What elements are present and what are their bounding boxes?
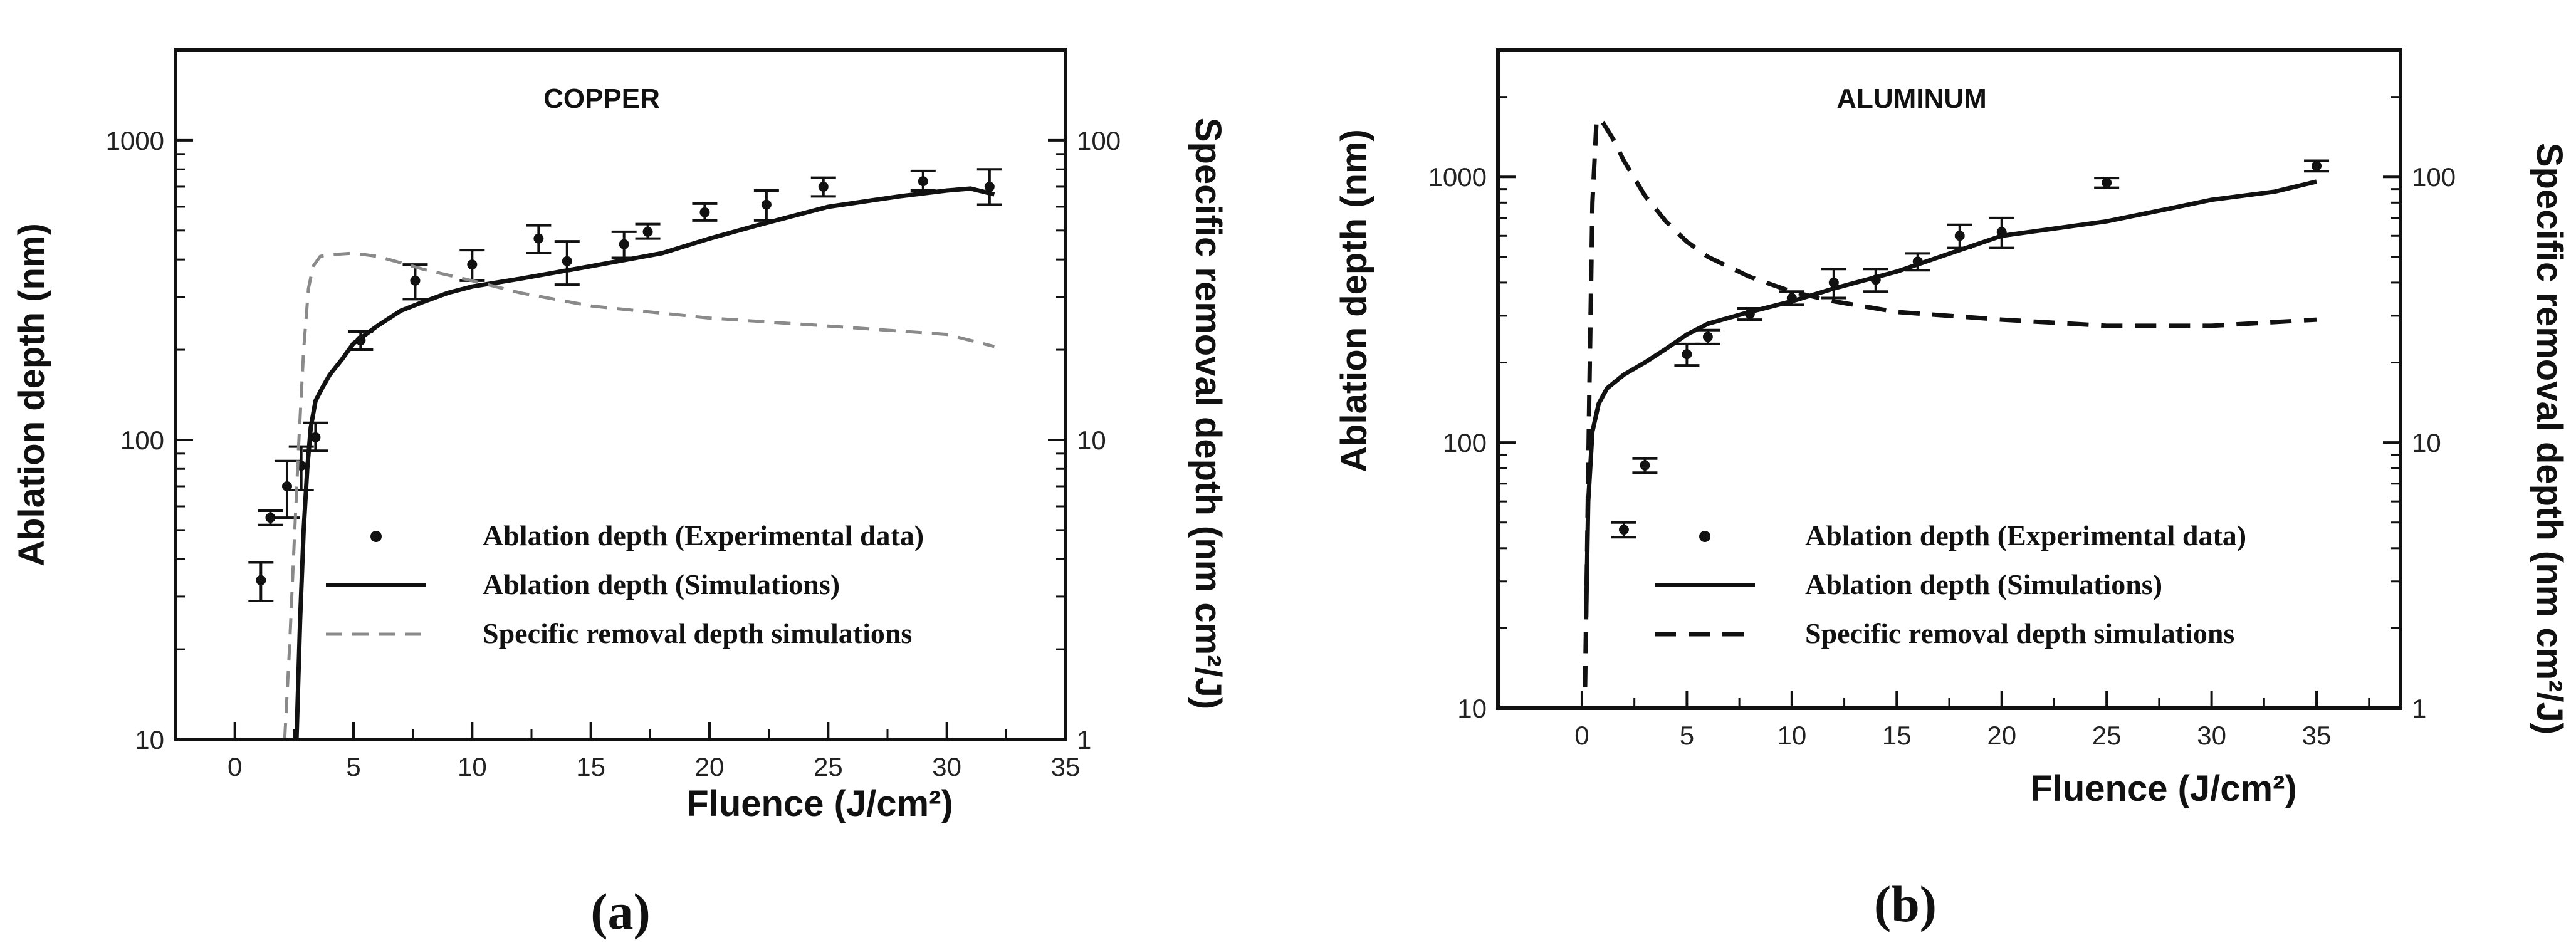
copper-y-left-tick-label: 1000 [106,126,164,155]
aluminum-data-point [1618,525,1629,535]
aluminum-specific-removal-line [1583,117,2317,687]
aluminum-x-tick-label: 30 [2197,721,2226,750]
copper-y-right-tick-label: 10 [1077,426,1106,455]
copper-chart-panel: 0 5 10 15 20 25 30 35 10 100 1000 1 10 100 Ablation de… [11,48,1228,940]
copper-plot-frame [174,48,1067,741]
aluminum-plot-frame [1496,48,2402,710]
copper-y-right-tick-label: 1 [1077,725,1091,754]
copper-x-axis-title: Fluence (J/cm²) [686,783,953,824]
copper-ablation-sim-line [294,186,995,740]
copper-data-point [562,256,572,266]
aluminum-x-axis-title: Fluence (J/cm²) [2030,768,2296,809]
aluminum-y-left-tick-label: 1000 [1428,162,1487,192]
aluminum-y-left-tick-label: 100 [1443,428,1487,457]
aluminum-legend-dot-symbol [1699,531,1710,542]
copper-x-tick-label: 15 [576,752,605,781]
aluminum-x-tick-label: 20 [1987,721,2016,750]
copper-legend-label: Specific removal depth simulations [483,617,912,649]
copper-legend-label: Ablation depth (Experimental data) [483,519,924,551]
copper-x-tick-label: 25 [814,752,843,781]
aluminum-y-right-tick-label: 1 [2412,694,2426,723]
copper-left-axis-title: Ablation depth (nm) [11,223,52,566]
copper-data-point [256,575,266,585]
aluminum-legend-label: Ablation depth (Experimental data) [1805,519,2246,551]
copper-data-point [265,513,276,523]
copper-data-point [761,199,772,210]
copper-data-point [984,181,995,192]
aluminum-y-left-tick-label: 10 [1457,694,1487,723]
aluminum-y-right-tick-label: 10 [2412,428,2441,457]
copper-chart-marks: 0 5 10 15 20 25 30 35 10 100 1000 1 10 100 Ablation de… [106,126,1121,781]
aluminum-x-tick-label: 15 [1882,721,1912,750]
copper-data-point [281,481,292,492]
copper-y-left-tick-label: 10 [135,725,164,754]
aluminum-data-point [1954,231,1965,241]
copper-y-right-tick-label: 100 [1077,126,1121,155]
copper-data-point [410,275,421,286]
aluminum-chart-panel: 0 5 10 15 20 25 30 35 10 100 1000 1 10 100 Ablation de… [1334,48,2570,932]
copper-x-tick-label: 0 [228,752,242,781]
copper-chart-title: COPPER [543,83,660,114]
aluminum-data-point [1682,349,1692,360]
copper-caption: (a) [590,883,651,940]
copper-data-point [533,233,544,244]
copper-specific-removal-line [283,251,995,740]
copper-data-point [699,207,710,217]
copper-right-axis-title: Specific removal depth (nm cm²/J) [1188,118,1228,709]
copper-x-tick-label: 20 [695,752,725,781]
aluminum-data-point [2102,177,2112,188]
aluminum-legend-label: Specific removal depth simulations [1805,617,2234,649]
aluminum-chart-marks: 0 5 10 15 20 25 30 35 10 100 1000 1 10 100 Ablation de… [1428,96,2456,750]
copper-data-point [310,432,321,442]
aluminum-legend-label: Ablation depth (Simulations) [1805,568,2162,600]
aluminum-x-tick-label: 10 [1777,721,1806,750]
copper-data-point [642,226,653,237]
aluminum-data-point [2312,160,2322,171]
copper-x-tick-label: 30 [932,752,961,781]
aluminum-right-axis-title: Specific removal depth (nm cm²/J) [2529,143,2570,734]
aluminum-ablation-sim-line [1584,179,2317,617]
aluminum-data-point [1640,460,1650,471]
copper-data-point [918,176,928,187]
copper-legend-dot-symbol [370,531,382,542]
copper-data-point [467,259,478,270]
copper-legend-label: Ablation depth (Simulations) [483,568,840,600]
copper-data-point [818,181,829,192]
aluminum-chart-title: ALUMINUM [1836,83,1987,114]
aluminum-caption: (b) [1874,875,1937,932]
aluminum-data-point [1828,277,1839,288]
aluminum-left-axis-title: Ablation depth (nm) [1334,129,1374,473]
aluminum-data-point [1702,332,1713,342]
copper-y-left-tick-label: 100 [120,426,164,455]
copper-data-point [619,239,629,249]
aluminum-x-tick-label: 5 [1680,721,1694,750]
copper-x-tick-label: 5 [346,752,360,781]
aluminum-x-tick-label: 35 [2302,721,2332,750]
aluminum-x-tick-label: 25 [2092,721,2122,750]
copper-x-tick-label: 10 [458,752,487,781]
aluminum-x-tick-label: 0 [1574,721,1589,750]
aluminum-y-right-tick-label: 100 [2412,162,2456,192]
copper-x-tick-label: 35 [1051,752,1081,781]
